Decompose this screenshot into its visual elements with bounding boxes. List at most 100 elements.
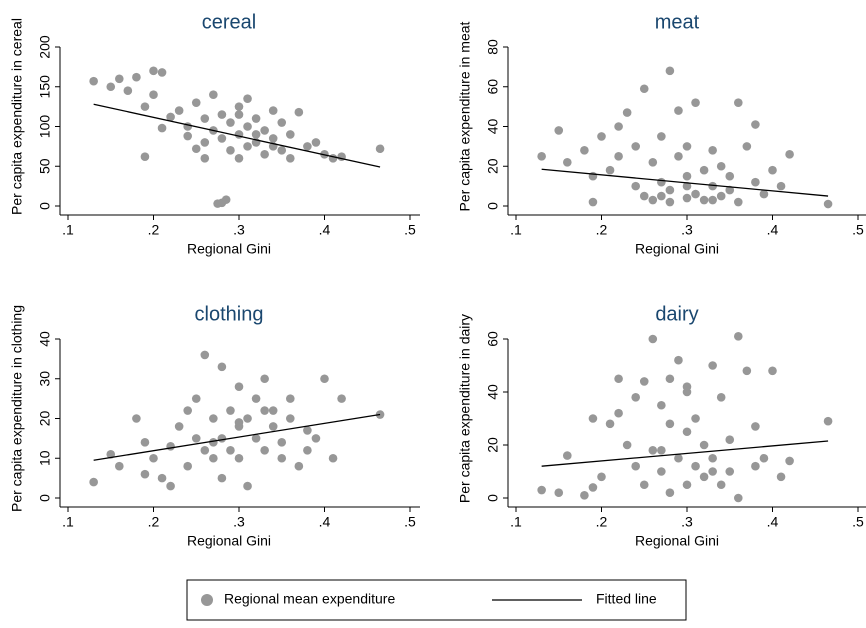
x-tick-label: .4 xyxy=(767,222,779,238)
y-axis-title: Per capita expenditure in cereal xyxy=(9,18,25,215)
scatter-point xyxy=(716,480,726,490)
y-tick-label: 60 xyxy=(485,331,501,347)
y-tick-label: 80 xyxy=(485,39,501,55)
scatter-point xyxy=(716,393,726,402)
scatter-point xyxy=(200,138,210,147)
scatter-point xyxy=(734,332,743,341)
x-tick-label: .1 xyxy=(62,514,74,530)
scatter-point xyxy=(200,154,210,163)
scatter-point xyxy=(639,84,649,94)
x-tick-label: .4 xyxy=(767,514,779,530)
scatter-point xyxy=(708,146,717,155)
scatter-point xyxy=(294,107,304,117)
scatter-point xyxy=(123,86,133,96)
scatter-point xyxy=(251,434,261,443)
scatter-point xyxy=(209,90,218,99)
x-tick-label: .4 xyxy=(319,514,331,530)
scatter-point xyxy=(268,134,278,143)
panel-title: dairy xyxy=(655,303,698,325)
scatter-point xyxy=(776,181,786,191)
scatter-point xyxy=(209,414,218,423)
scatter-point xyxy=(605,419,615,429)
scatter-point xyxy=(337,394,346,403)
y-tick-label: 0 xyxy=(485,202,501,210)
scatter-point xyxy=(286,414,295,423)
y-tick-label: 100 xyxy=(37,115,53,139)
scatter-point xyxy=(115,461,124,471)
scatter-point xyxy=(665,374,675,384)
y-tick-label: 200 xyxy=(37,35,53,59)
scatter-point xyxy=(311,138,321,147)
scatter-point xyxy=(665,488,675,498)
scatter-point xyxy=(725,467,735,476)
x-tick-label: .3 xyxy=(681,514,693,530)
scatter-point xyxy=(708,467,717,476)
scatter-point xyxy=(217,473,227,483)
scatter-point xyxy=(708,181,717,191)
scatter-point xyxy=(665,185,675,195)
scatter-point xyxy=(691,414,700,423)
scatter-point xyxy=(140,152,150,162)
scatter-point xyxy=(699,165,709,175)
x-tick-label: .1 xyxy=(510,222,522,238)
scatter-point xyxy=(251,130,261,139)
scatter-point xyxy=(725,185,735,195)
scatter-point xyxy=(234,130,244,139)
scatter-point xyxy=(149,66,158,76)
fitted-line xyxy=(541,440,829,467)
y-axis-title: Per capita expenditure in clothing xyxy=(9,305,25,512)
scatter-point xyxy=(674,453,683,463)
y-tick-label: 0 xyxy=(485,494,501,502)
scatter-point xyxy=(699,472,709,482)
scatter-point xyxy=(657,191,666,201)
scatter-point xyxy=(708,453,717,463)
scatter-point xyxy=(234,382,244,392)
x-tick-label: .3 xyxy=(681,222,693,238)
legend-label: Fitted line xyxy=(596,591,657,607)
scatter-point xyxy=(226,446,235,455)
x-tick-label: .2 xyxy=(596,222,608,238)
scatter-point xyxy=(200,446,210,455)
scatter-point xyxy=(665,419,675,429)
scatter-point xyxy=(554,126,564,135)
scatter-point xyxy=(734,493,743,503)
scatter-point xyxy=(657,177,666,187)
scatter-point xyxy=(554,488,564,498)
scatter-point xyxy=(691,189,700,199)
scatter-point xyxy=(320,374,329,384)
scatter-point xyxy=(785,150,794,159)
scatter-point xyxy=(588,414,598,423)
x-axis-title: Regional Gini xyxy=(187,241,271,257)
x-tick-label: .5 xyxy=(852,222,864,238)
scatter-point xyxy=(243,94,252,103)
scatter-point xyxy=(631,461,640,471)
scatter-point xyxy=(213,199,222,208)
scatter-point xyxy=(665,197,675,207)
scatter-point xyxy=(768,165,777,175)
scatter-point xyxy=(226,146,235,155)
scatter-point xyxy=(243,142,252,151)
y-tick-label: 40 xyxy=(485,384,501,400)
x-tick-label: .3 xyxy=(233,222,245,238)
scatter-point xyxy=(674,355,683,365)
scatter-point xyxy=(768,366,777,376)
scatter-point xyxy=(622,108,632,117)
scatter-point xyxy=(759,189,769,199)
scatter-point xyxy=(268,406,278,415)
scatter-point xyxy=(657,400,666,410)
y-tick-label: 30 xyxy=(37,371,53,387)
scatter-point xyxy=(639,480,649,490)
y-tick-label: 0 xyxy=(37,494,53,502)
scatter-point xyxy=(725,435,735,445)
scatter-point xyxy=(682,171,692,181)
scatter-point xyxy=(200,114,210,123)
scatter-point xyxy=(631,393,640,402)
scatter-point xyxy=(734,197,743,207)
scatter-point xyxy=(303,426,312,435)
scatter-point xyxy=(132,72,141,82)
x-axis-title: Regional Gini xyxy=(635,241,719,257)
y-axis-title: Per capita expenditure in meat xyxy=(457,21,473,211)
y-tick-label: 20 xyxy=(485,158,501,174)
y-tick-label: 40 xyxy=(485,119,501,135)
scatter-point xyxy=(328,453,338,463)
